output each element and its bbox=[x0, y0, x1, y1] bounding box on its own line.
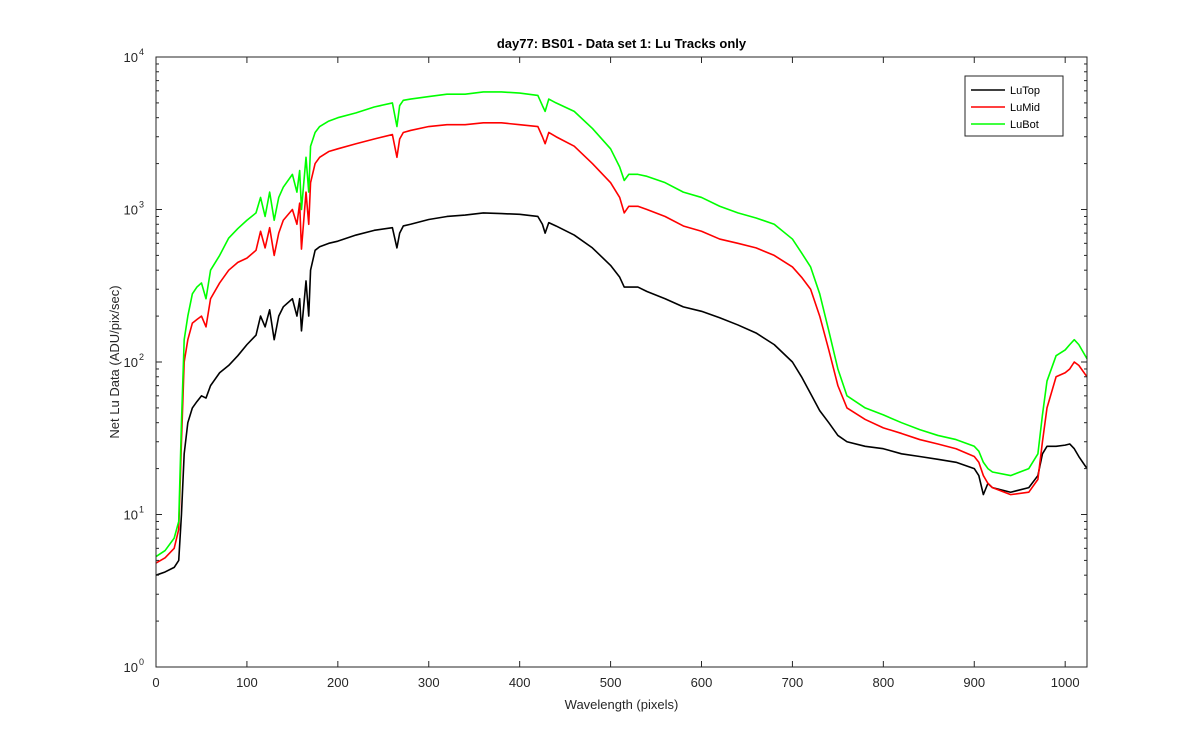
series-line-lutop bbox=[155, 212, 1088, 576]
y-tick-exponent: 1 bbox=[139, 505, 144, 515]
legend-label-lumid: LuMid bbox=[1010, 102, 1040, 114]
y-tick-exponent: 4 bbox=[139, 47, 144, 57]
plot-area bbox=[156, 57, 1087, 667]
x-tick-label: 900 bbox=[963, 675, 985, 690]
y-axis-label: Net Lu Data (ADU/pix/sec) bbox=[107, 285, 122, 438]
y-tick-exponent: 2 bbox=[139, 352, 144, 362]
x-tick-label: 1000 bbox=[1051, 675, 1080, 690]
y-tick-label: 10 bbox=[124, 508, 138, 523]
series-line-lumid bbox=[155, 122, 1088, 564]
legend-box bbox=[964, 75, 1064, 137]
y-tick-exponent: 0 bbox=[139, 657, 144, 667]
plot-frame bbox=[155, 56, 1088, 668]
x-tick-label: 800 bbox=[872, 675, 894, 690]
series-line-lubot bbox=[155, 91, 1088, 558]
legend: LuTop LuMid LuBot bbox=[964, 75, 1064, 137]
x-tick-label: 200 bbox=[327, 675, 349, 690]
y-tick-label: 10 bbox=[124, 660, 138, 675]
x-tick-label: 300 bbox=[418, 675, 440, 690]
x-tick-label: 600 bbox=[691, 675, 713, 690]
y-tick-label: 10 bbox=[124, 203, 138, 218]
y-tick-label: 10 bbox=[124, 355, 138, 370]
series-layer bbox=[155, 91, 1088, 576]
y-tick-label: 10 bbox=[124, 50, 138, 65]
y-tick-exponent: 3 bbox=[139, 200, 144, 210]
x-axis-label: Wavelength (pixels) bbox=[565, 697, 679, 712]
x-tick-label: 500 bbox=[600, 675, 622, 690]
legend-label-lubot: LuBot bbox=[1010, 119, 1039, 131]
x-tick-label: 400 bbox=[509, 675, 531, 690]
x-tick-label: 100 bbox=[236, 675, 258, 690]
x-tick-label: 0 bbox=[152, 675, 159, 690]
legend-label-lutop: LuTop bbox=[1010, 85, 1040, 97]
chart-title: day77: BS01 - Data set 1: Lu Tracks only bbox=[497, 36, 747, 51]
x-tick-label: 700 bbox=[782, 675, 804, 690]
